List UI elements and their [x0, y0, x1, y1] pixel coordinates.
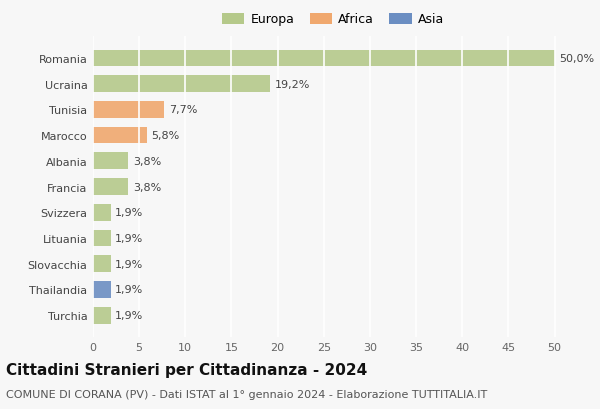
Bar: [93, 307, 110, 324]
Text: 50,0%: 50,0%: [559, 54, 594, 64]
Text: 5,8%: 5,8%: [151, 131, 179, 141]
Text: 7,7%: 7,7%: [169, 105, 197, 115]
Bar: [93, 256, 110, 272]
Bar: [93, 204, 110, 221]
Text: 1,9%: 1,9%: [115, 285, 143, 295]
Bar: [93, 153, 128, 170]
Legend: Europa, Africa, Asia: Europa, Africa, Asia: [217, 9, 449, 31]
Bar: [93, 230, 110, 247]
Bar: [93, 102, 164, 119]
Bar: [93, 76, 270, 93]
Bar: [93, 50, 554, 67]
Text: 1,9%: 1,9%: [115, 208, 143, 218]
Text: COMUNE DI CORANA (PV) - Dati ISTAT al 1° gennaio 2024 - Elaborazione TUTTITALIA.: COMUNE DI CORANA (PV) - Dati ISTAT al 1°…: [6, 389, 487, 399]
Text: 3,8%: 3,8%: [133, 182, 161, 192]
Bar: [93, 128, 146, 144]
Text: 1,9%: 1,9%: [115, 310, 143, 320]
Bar: [93, 179, 128, 196]
Text: 19,2%: 19,2%: [275, 79, 310, 90]
Bar: [93, 281, 110, 298]
Text: 1,9%: 1,9%: [115, 259, 143, 269]
Text: Cittadini Stranieri per Cittadinanza - 2024: Cittadini Stranieri per Cittadinanza - 2…: [6, 362, 367, 377]
Text: 1,9%: 1,9%: [115, 234, 143, 243]
Text: 3,8%: 3,8%: [133, 157, 161, 166]
